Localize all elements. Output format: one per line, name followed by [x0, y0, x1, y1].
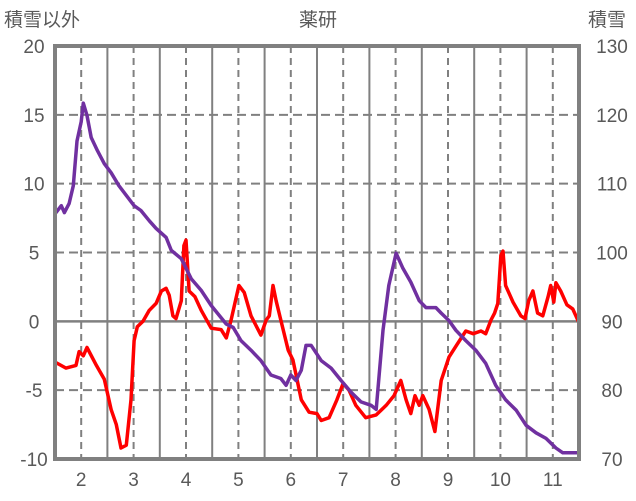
plot-frame [53, 44, 581, 461]
y-right-tick-label: 90 [601, 312, 622, 333]
y-left-tick-label: -5 [26, 381, 43, 402]
series-line-right [54, 101, 581, 455]
x-tick-label: 7 [338, 470, 349, 491]
x-tick-label: 5 [233, 470, 244, 491]
x-tick-label: 4 [181, 470, 192, 491]
y-left-tick-label: 10 [23, 175, 44, 196]
x-tick-label: 11 [543, 470, 563, 491]
y-right-tick-label: 110 [597, 175, 627, 196]
y-left-tick-label: 15 [23, 106, 44, 127]
chart-title: 薬研 [299, 9, 337, 31]
x-tick-label: 9 [443, 470, 454, 491]
y-left-tick-label: 20 [23, 37, 44, 58]
y-right-tick-label: 120 [596, 106, 628, 127]
y-right-tick-label: 130 [596, 37, 628, 58]
y-left-tick-label: 5 [29, 244, 40, 265]
x-tick-label: 8 [390, 470, 401, 491]
tick-labels: 2 3 4 5 6 7 8 9 10 11 20 15 10 5 0 -5 -10 130 120 110 100 90 8… [20, 37, 628, 491]
series-lines [54, 101, 581, 455]
right-axis-title: 積雪 [588, 9, 626, 31]
y-right-tick-label: 70 [601, 450, 622, 471]
x-tick-label: 2 [76, 470, 87, 491]
y-left-tick-label: -10 [20, 450, 47, 471]
x-tick-label: 10 [490, 470, 511, 491]
y-right-tick-label: 80 [601, 381, 622, 402]
series-line-left [54, 238, 581, 450]
left-axis-title: 積雪以外 [4, 9, 80, 31]
x-tick-label: 6 [286, 470, 297, 491]
x-tick-label: 3 [128, 470, 139, 491]
y-left-tick-label: 0 [29, 312, 40, 333]
y-right-tick-label: 100 [596, 244, 628, 265]
